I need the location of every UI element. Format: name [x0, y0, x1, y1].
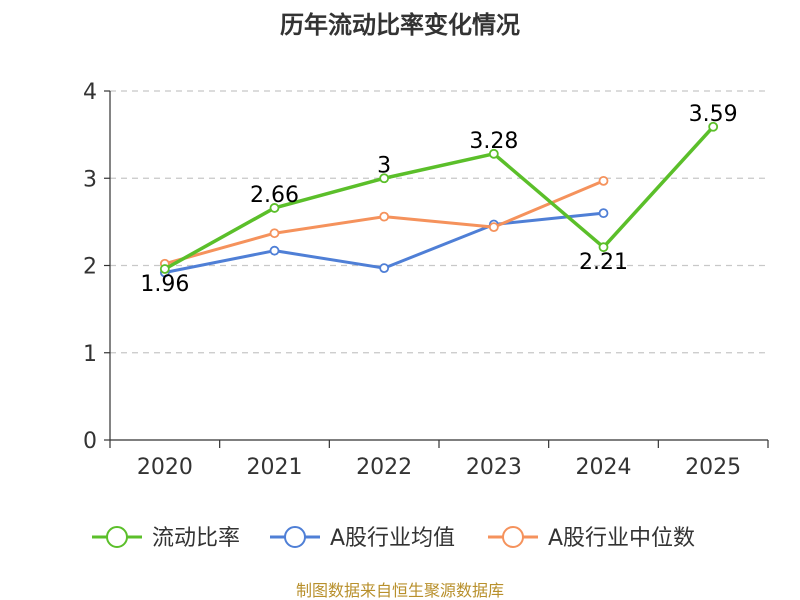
series-1-point — [269, 245, 280, 256]
data-label: 1.96 — [140, 272, 189, 297]
series-2-point — [488, 222, 499, 233]
series-0-point — [708, 121, 719, 132]
x-tick-label: 2024 — [576, 455, 632, 480]
series-0-point — [598, 242, 609, 253]
series-2-point — [598, 175, 609, 186]
legend: 流动比率 A股行业均值 A股行业中位数 — [92, 526, 695, 551]
series-2-point — [269, 228, 280, 239]
data-label: 3 — [377, 153, 391, 178]
x-tick-label: 2023 — [466, 455, 522, 480]
y-tick-label: 3 — [83, 167, 97, 192]
data-label: 2.66 — [250, 183, 299, 208]
y-tick-label: 0 — [83, 429, 97, 454]
series-2 — [159, 175, 609, 269]
legend-label: 流动比率 — [152, 526, 240, 551]
data-label: 3.28 — [469, 129, 518, 154]
series-1-point — [379, 263, 390, 274]
series-2-point — [379, 211, 390, 222]
x-tick-label: 2021 — [247, 455, 303, 480]
y-tick-label: 4 — [83, 80, 97, 105]
series-0-point — [269, 203, 280, 213]
legend-marker-icon — [284, 526, 306, 548]
series-0-point — [379, 173, 390, 184]
x-tick-label: 2020 — [137, 455, 193, 480]
series-layer — [159, 121, 719, 278]
series-0 — [159, 121, 719, 274]
series-0-line — [163, 125, 715, 271]
source-note: 制图数据来自恒生聚源数据库 — [296, 581, 504, 600]
chart-title: 历年流动比率变化情况 — [280, 11, 520, 39]
legend-label: A股行业中位数 — [548, 526, 695, 551]
data-label: 3.59 — [689, 102, 738, 127]
legend-label: A股行业均值 — [330, 526, 455, 551]
x-tick-label: 2025 — [685, 455, 741, 480]
data-label: 2.21 — [579, 250, 628, 275]
y-tick-label: 1 — [83, 342, 97, 367]
series-0-point — [488, 148, 499, 159]
series-1-point — [598, 208, 609, 219]
data-labels: 1.96 2.66 3 3.28 2.21 3.59 — [140, 102, 737, 297]
legend-item-2: A股行业中位数 — [488, 526, 695, 551]
legend-marker-icon — [106, 526, 128, 548]
axes: 0 1 2 3 4 2020 2021 2022 2023 2024 2025 — [83, 80, 769, 480]
x-tick-label: 2022 — [356, 455, 412, 480]
legend-marker-icon — [502, 526, 524, 548]
series-0-point — [159, 264, 170, 274]
y-tick-label: 2 — [83, 255, 97, 280]
legend-item-0: 流动比率 — [92, 526, 240, 551]
legend-item-1: A股行业均值 — [270, 526, 455, 551]
